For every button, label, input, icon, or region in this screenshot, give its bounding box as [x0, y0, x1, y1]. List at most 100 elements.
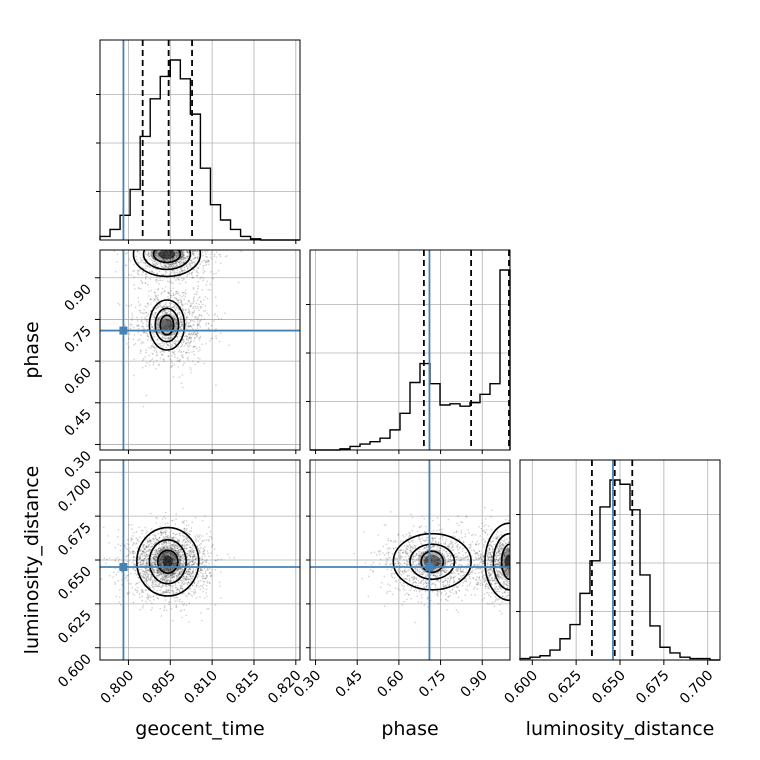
- panel-2-1-sample: [373, 551, 375, 553]
- panel-1-0-sample: [163, 247, 165, 249]
- panel-1-0-sample: [176, 269, 179, 272]
- panel-2-1-sample: [424, 581, 427, 584]
- panel-1-0-sample: [174, 271, 176, 273]
- panel-2-0-sample: [172, 554, 175, 557]
- panel-2-0-density: [100, 507, 236, 623]
- panel-1-0-sample: [155, 359, 158, 362]
- panel-1-0-sample: [200, 276, 203, 279]
- panel-2-0-sample: [151, 562, 153, 565]
- panel-1-0-sample: [215, 304, 218, 307]
- panel-1-0-sample: [152, 236, 154, 238]
- panel-2-0-sample: [134, 569, 137, 572]
- panel-2-0-sample: [159, 563, 162, 565]
- panel-1-0-sample: [173, 272, 175, 274]
- panel-2-0-sample: [165, 575, 168, 577]
- panel-1-0-sample: [180, 325, 183, 327]
- panel-2-0-sample: [173, 575, 176, 578]
- panel-1-0-sample: [136, 271, 139, 273]
- panel-1-0-sample: [208, 322, 210, 325]
- panel-1-0-sample: [151, 314, 153, 316]
- panel-2-0-sample: [149, 594, 151, 597]
- panel-2-1-sample: [490, 555, 493, 558]
- panel-2-1-sample: [525, 575, 527, 577]
- panel-1-0-sample: [165, 325, 167, 327]
- panel-2-1-sample: [435, 580, 438, 582]
- panel-1-0-sample: [151, 251, 154, 254]
- panel-2-0-sample: [182, 575, 185, 578]
- panel-1-0-sample: [155, 252, 157, 254]
- panel-1-0-sample: [165, 318, 168, 320]
- panel-2-0-sample: [187, 552, 190, 555]
- panel-1-0-sample: [198, 230, 200, 232]
- panel-2-0-sample: [169, 584, 172, 587]
- panel-1-0-sample: [171, 355, 173, 357]
- panel-2-0-sample: [193, 582, 195, 585]
- panel-2-1-sample: [399, 557, 401, 560]
- panel-2-0-sample: [163, 544, 166, 547]
- panel-1-0-sample: [175, 290, 178, 293]
- panel-1-0-sample: [189, 325, 192, 328]
- panel-2-0-sample: [158, 583, 160, 586]
- panel-1-0-sample: [153, 264, 156, 266]
- panel-2-0-sample: [185, 578, 188, 581]
- panel-1-0-sample: [157, 324, 160, 326]
- panel-2-0-sample: [152, 569, 155, 572]
- panel-1-0-sample: [181, 248, 183, 250]
- panel-2-0-sample: [150, 561, 153, 564]
- panel-2-0-sample: [147, 596, 150, 598]
- panel-2-0-sample: [160, 574, 163, 577]
- panel-2-0-sample: [124, 577, 127, 580]
- panel-2-0-sample: [189, 546, 192, 548]
- panel-2-0-sample: [171, 545, 174, 548]
- panel-2-0-sample: [227, 553, 229, 556]
- panel-2-0-sample: [191, 556, 194, 559]
- panel-1-0-sample: [192, 258, 194, 260]
- panel-2-0-sample: [152, 586, 154, 588]
- panel-2-0-sample: [194, 516, 197, 519]
- panel-1-0-sample: [192, 276, 195, 279]
- panel-2-1-sample: [426, 548, 429, 550]
- panel-1-0-sample: [150, 250, 152, 253]
- panel-2-0-sample: [160, 529, 163, 531]
- panel-2-0-sample: [171, 572, 174, 575]
- panel-2-0-sample: [171, 576, 174, 579]
- panel-1-0-sample: [155, 354, 158, 356]
- panel-2-1-sample: [449, 564, 452, 567]
- panel-2-0-sample: [165, 545, 168, 548]
- panel-1-0-sample: [186, 303, 189, 305]
- panel-2-0-sample: [158, 536, 161, 539]
- panel-1-0-sample: [179, 331, 182, 333]
- panel-2-0-sample: [177, 549, 180, 551]
- panel-2-0-sample: [149, 599, 151, 602]
- panel-2-0-sample: [142, 573, 144, 575]
- panel-1-0-sample: [148, 234, 150, 236]
- panel-1-0-sample: [136, 233, 138, 235]
- panel-2-0-sample: [202, 577, 204, 580]
- panel-2-0-sample: [154, 534, 157, 537]
- panel-1-0-sample: [187, 246, 189, 248]
- panel-2-0-sample: [142, 607, 144, 609]
- panel-1-0-sample: [133, 333, 136, 336]
- panel-2-0-sample: [175, 586, 177, 589]
- panel-2-0-sample: [169, 536, 171, 539]
- panel-1-0-sample: [174, 234, 176, 236]
- panel-2-0-sample: [155, 585, 157, 588]
- panel-1-0-sample: [191, 260, 193, 263]
- panel-2-0-sample: [181, 584, 183, 586]
- panel-1-0-sample: [142, 243, 144, 245]
- panel-2-0-sample: [154, 551, 156, 554]
- panel-2-0-sample: [168, 569, 170, 572]
- panel-2-0-sample: [191, 550, 194, 553]
- panel-2-0-sample: [180, 570, 182, 573]
- panel-2-0-sample: [154, 563, 156, 566]
- panel-2-0-sample: [147, 598, 149, 601]
- panel-1-0-sample: [142, 405, 145, 408]
- panel-1-0-sample: [166, 248, 168, 250]
- panel-2-0-sample: [147, 544, 150, 547]
- panel-2-0-sample: [192, 570, 195, 572]
- panel-2-1-sample: [475, 578, 477, 581]
- panel-2-1-sample: [418, 554, 420, 557]
- panel-1-0-sample: [189, 325, 192, 328]
- panel-2-0-sample: [203, 597, 206, 599]
- panel-2-0-sample: [161, 553, 164, 556]
